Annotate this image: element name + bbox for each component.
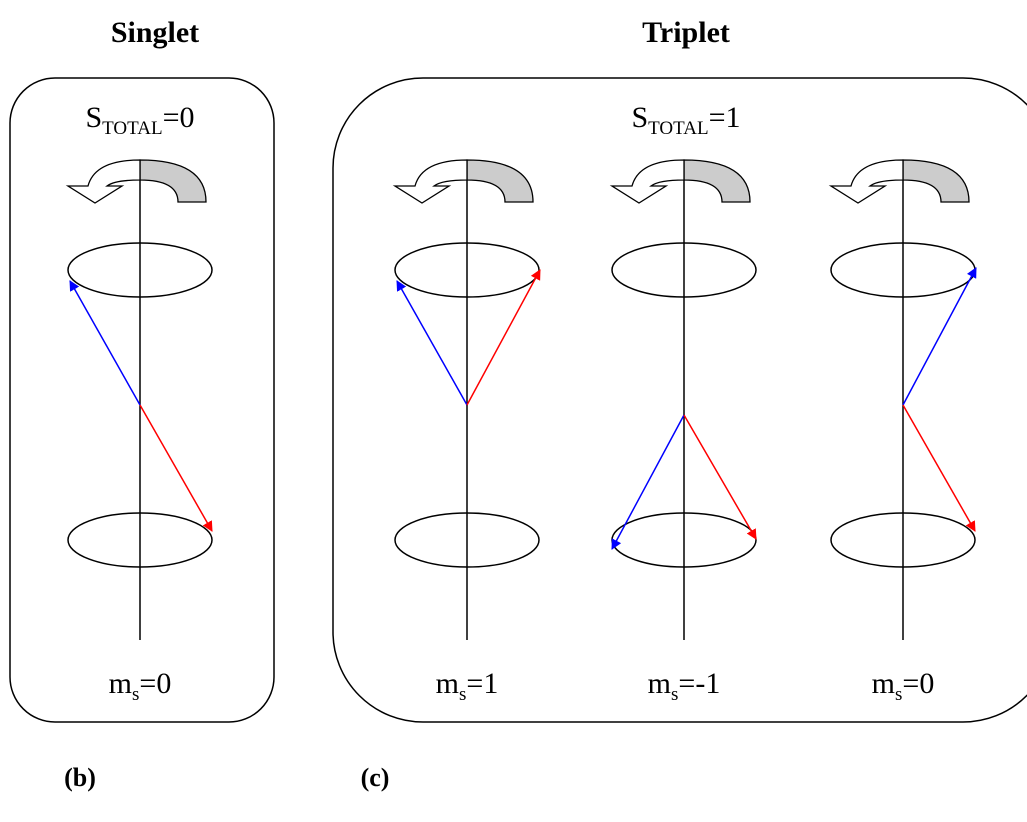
value: =0 <box>139 667 171 700</box>
spin-vector-blue <box>903 268 976 405</box>
symbol: m <box>648 667 671 700</box>
subscript: TOTAL <box>102 118 162 139</box>
symbol: S <box>631 101 648 134</box>
value: =0 <box>902 667 934 700</box>
ms-label: ms=1 <box>436 667 499 705</box>
value: =-1 <box>678 667 720 700</box>
symbol: m <box>436 667 459 700</box>
rotation-arrow-head <box>612 160 684 203</box>
panel-tag: (b) <box>64 763 96 792</box>
spin-vector-red <box>903 405 975 531</box>
rotation-arrow-head <box>395 160 467 203</box>
spin-vector-blue <box>397 281 467 405</box>
rotation-arrow-head <box>68 160 140 203</box>
rotation-arrow-head <box>831 160 903 203</box>
value: =0 <box>163 101 195 134</box>
panel-title: Triplet <box>642 16 730 49</box>
symbol: m <box>872 667 895 700</box>
subscript: s <box>895 684 902 705</box>
panel-title: Singlet <box>111 16 199 49</box>
spin-vector-red <box>684 415 756 539</box>
symbol: m <box>109 667 132 700</box>
ms-label: ms=0 <box>872 667 935 705</box>
rotation-arrow-tail <box>903 160 969 202</box>
total-spin-label: STOTAL=1 <box>631 101 740 139</box>
spin-vector-blue <box>612 415 684 549</box>
ms-label: ms=-1 <box>648 667 721 705</box>
rotation-arrow-tail <box>684 160 750 202</box>
total-spin-label: STOTAL=0 <box>85 101 194 139</box>
page: {"panels": [ {"title": "Singlet", "tag":… <box>0 0 1027 822</box>
subscript: s <box>671 684 678 705</box>
spin-vector-blue <box>70 281 140 405</box>
rotation-arrow-tail <box>467 160 533 202</box>
rotation-arrow-tail <box>140 160 206 202</box>
value: =1 <box>709 101 741 134</box>
spin-diagram: Singlet(b)STOTAL=0ms=0Triplet(c)STOTAL=1… <box>0 0 1027 822</box>
subscript: s <box>132 684 139 705</box>
subscript: TOTAL <box>648 118 708 139</box>
value: =1 <box>466 667 498 700</box>
spin-vector-red <box>140 405 212 531</box>
symbol: S <box>85 101 102 134</box>
panel-tag: (c) <box>361 763 390 792</box>
spin-vector-red <box>467 270 540 405</box>
ms-label: ms=0 <box>109 667 172 705</box>
subscript: s <box>459 684 466 705</box>
